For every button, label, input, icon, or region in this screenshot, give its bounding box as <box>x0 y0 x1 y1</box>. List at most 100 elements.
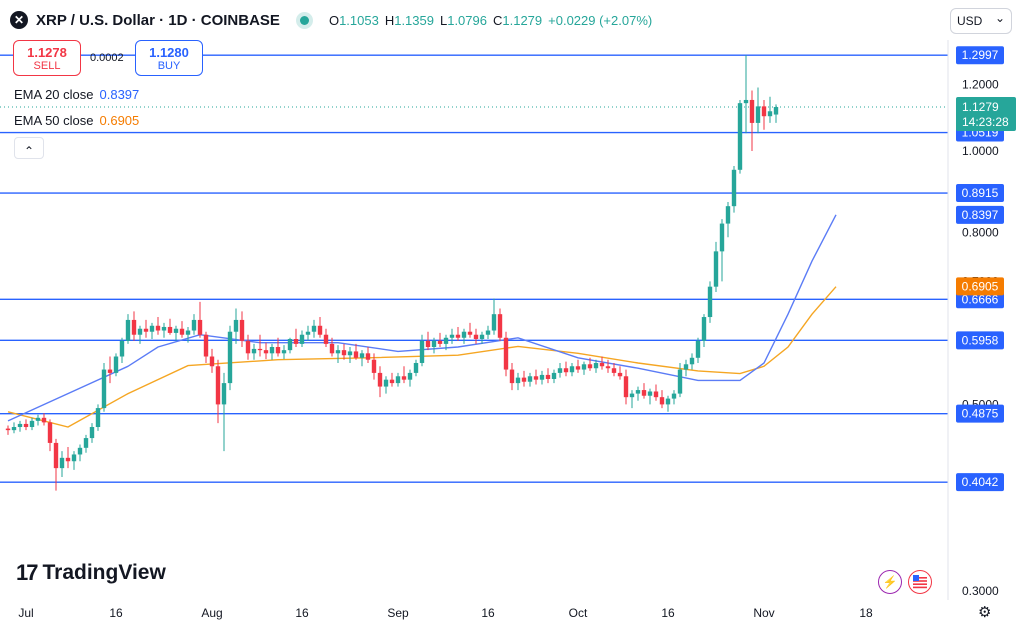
candle-body <box>413 362 419 373</box>
time-tick-label: Jul <box>18 606 33 620</box>
candle <box>659 390 665 409</box>
candle-body <box>347 351 353 356</box>
candle <box>269 343 275 360</box>
symbol-title[interactable]: XRP / U.S. Dollar · 1D · COINBASE <box>36 11 280 29</box>
candle-body <box>563 368 569 373</box>
ema20-legend[interactable]: EMA 20 close 0.8397 <box>14 87 139 102</box>
candle-body <box>215 366 221 405</box>
candle-body <box>569 366 575 373</box>
candle-body <box>671 393 677 399</box>
candle <box>557 362 563 378</box>
time-tick-label: Nov <box>753 606 774 620</box>
candle-body <box>155 325 161 331</box>
candle-body <box>257 348 263 351</box>
level-tag-label: 0.4042 <box>962 475 999 489</box>
candle <box>389 372 395 387</box>
time-tick-label: 16 <box>661 606 675 620</box>
candle <box>131 311 137 341</box>
level-tag <box>956 404 1004 423</box>
candle-body <box>137 328 143 335</box>
level-tag-label: 0.8915 <box>962 186 999 200</box>
tradingview-logo[interactable]: 17 TradingView <box>16 560 166 586</box>
price-axis[interactable]: 1.20001.00000.80000.70000.50000.30001.29… <box>947 40 1024 600</box>
level-tag-label: 0.5958 <box>962 333 999 347</box>
candle-body <box>191 319 197 331</box>
candle <box>503 331 509 377</box>
candle <box>761 99 767 130</box>
lightning-icon[interactable]: ⚡ <box>878 570 902 594</box>
candle <box>323 328 329 348</box>
candle-body <box>509 369 515 384</box>
xrp-logo-icon: ✕ <box>10 11 28 29</box>
candle-body <box>17 423 23 428</box>
candle-body <box>467 331 473 335</box>
candle-body <box>41 417 47 423</box>
chevron-down-icon: ⌄ <box>994 11 1005 25</box>
candle <box>197 301 203 338</box>
candle <box>5 425 11 435</box>
candle-body <box>707 286 713 318</box>
candle <box>623 369 629 405</box>
candle <box>77 444 83 462</box>
candle <box>83 434 89 453</box>
candle-body <box>605 366 611 369</box>
buy-label: BUY <box>157 59 181 72</box>
candle-body <box>125 319 131 341</box>
candle <box>611 362 617 377</box>
candle-body <box>665 398 671 405</box>
collapse-legend-button[interactable]: ⌃ <box>14 137 44 159</box>
us-flag-icon[interactable] <box>908 570 932 594</box>
time-axis[interactable]: Jul 16 Aug 16 Sep 16 Oct 16 Nov 18 <box>0 600 948 629</box>
countdown-label: 14:23:28 <box>962 115 1009 129</box>
candle-body <box>617 372 623 377</box>
settings-gear-icon[interactable]: ⚙ <box>978 604 992 621</box>
tradingview-mark-icon: 17 <box>16 560 39 585</box>
candle <box>173 325 179 341</box>
candle <box>113 353 119 377</box>
candle-body <box>689 357 695 365</box>
candle-body <box>419 340 425 363</box>
candle-body <box>47 422 53 443</box>
candle <box>533 369 539 385</box>
candle-body <box>71 454 77 462</box>
candle-body <box>377 372 383 387</box>
candle-body <box>647 391 653 396</box>
candle <box>545 368 551 384</box>
candle <box>65 446 71 469</box>
candle-body <box>755 106 761 123</box>
buy-button[interactable]: 1.1280 BUY <box>135 40 203 76</box>
sell-button[interactable]: 1.1278 SELL <box>13 40 81 76</box>
candle <box>485 325 491 339</box>
candle-body <box>491 314 497 331</box>
candle <box>419 334 425 367</box>
candle <box>491 298 497 335</box>
candle-body <box>773 107 779 115</box>
candle <box>281 345 287 360</box>
candles <box>5 55 779 491</box>
candle <box>71 451 77 470</box>
candle-body <box>551 372 557 379</box>
candle-body <box>425 340 431 348</box>
candle-body <box>35 417 41 421</box>
last-price-label: 1.1279 <box>962 100 999 114</box>
candle-body <box>335 350 341 354</box>
ema50-legend[interactable]: EMA 50 close 0.6905 <box>14 113 139 128</box>
candle-body <box>209 356 215 367</box>
candle-body <box>635 390 641 394</box>
candle-body <box>299 334 305 344</box>
candle-body <box>77 447 83 455</box>
ema-lines <box>7 214 837 428</box>
candle <box>425 331 431 351</box>
candle <box>119 337 125 363</box>
time-tick-label: Oct <box>569 606 588 620</box>
candle <box>239 311 245 348</box>
candle-body <box>227 331 233 384</box>
candle-body <box>89 427 95 439</box>
candle <box>137 325 143 344</box>
currency-selector[interactable]: USD ⌄ <box>950 8 1012 34</box>
candle-body <box>341 350 347 356</box>
candle <box>287 337 293 354</box>
spread-value: 0.0002 <box>90 52 124 64</box>
ema-tag-label: 0.8397 <box>962 208 999 222</box>
